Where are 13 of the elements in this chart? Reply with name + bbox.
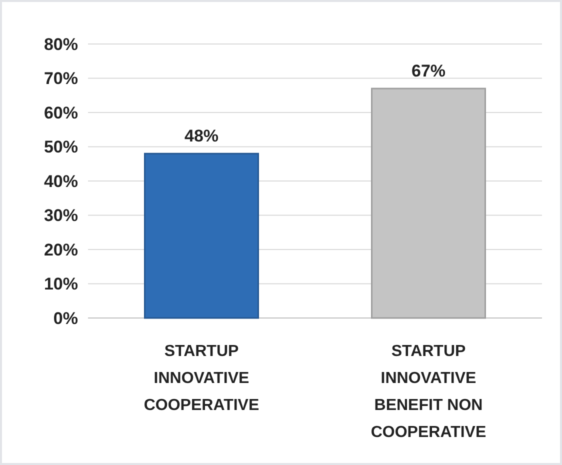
data-label: 48% <box>184 126 219 146</box>
x-tick-label: STARTUP INNOVATIVE COOPERATIVE <box>144 343 260 414</box>
y-tick-label: 40% <box>44 172 78 191</box>
x-tick-label: STARTUP INNOVATIVE BENEFIT NON COOPERATIVE <box>370 343 486 441</box>
y-tick-label: 30% <box>44 206 78 226</box>
y-tick-label: 20% <box>44 240 78 260</box>
y-tick-label: 80% <box>44 34 78 54</box>
y-tick-label: 50% <box>44 138 78 157</box>
y-tick-label: 0% <box>53 308 78 328</box>
data-label: 67% <box>411 62 446 81</box>
y-tick-label: 10% <box>44 274 78 294</box>
y-tick-label: 70% <box>44 69 78 88</box>
y-tick-label: 60% <box>44 103 78 122</box>
